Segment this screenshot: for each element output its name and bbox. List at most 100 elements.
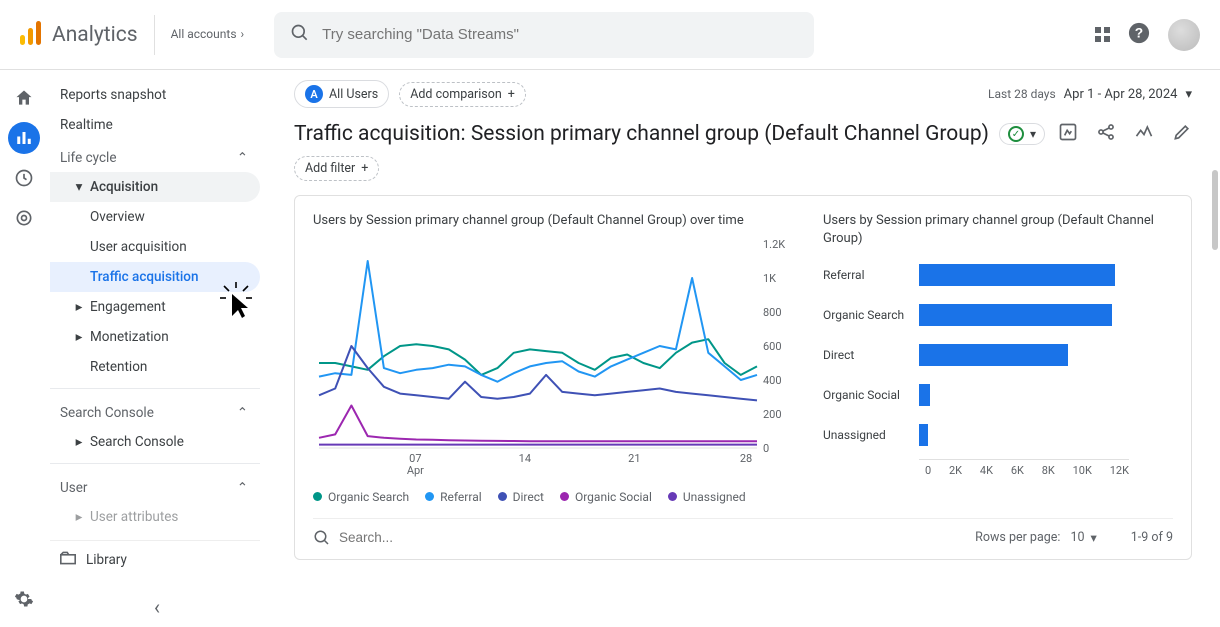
legend-item[interactable]: Referral <box>425 490 482 504</box>
insights-icon[interactable] <box>1134 122 1154 146</box>
audience-badge: A <box>305 85 323 103</box>
date-range-picker[interactable]: Last 28 days Apr 1 - Apr 28, 2024 ▾ <box>988 87 1192 102</box>
nav-monetization[interactable]: ▸Monetization <box>50 322 260 352</box>
product-logo[interactable]: Analytics <box>20 15 155 55</box>
share-icon[interactable] <box>1096 122 1116 146</box>
nav-reports-snapshot[interactable]: Reports snapshot <box>50 80 260 110</box>
line-chart: 02004006008001K1.2K07Apr142128 <box>313 238 793 478</box>
product-name: Analytics <box>52 23 138 47</box>
bar-track <box>919 304 1173 326</box>
svg-text:1K: 1K <box>763 272 776 285</box>
legend-dot <box>313 492 322 501</box>
nav-section-lifecycle[interactable]: Life cycle ⌃ <box>50 140 260 172</box>
svg-text:800: 800 <box>763 306 782 319</box>
title-row: Traffic acquisition: Session primary cha… <box>294 122 1192 146</box>
rail-reports[interactable] <box>8 122 40 154</box>
chevron-up-icon: ⌃ <box>237 405 248 421</box>
nav-user-acquisition[interactable]: User acquisition <box>50 232 260 262</box>
divider <box>50 388 260 389</box>
nav-overview[interactable]: Overview <box>50 202 260 232</box>
caret-right-icon: ▸ <box>72 299 86 315</box>
nav-collapse[interactable]: ‹ <box>154 595 160 619</box>
table-search[interactable] <box>313 529 965 547</box>
bar-fill <box>919 264 1115 286</box>
chevron-down-icon: ▾ <box>1091 530 1097 546</box>
search-icon <box>290 23 310 47</box>
bar-row: Unassigned <box>823 415 1173 455</box>
legend-item[interactable]: Organic Social <box>560 490 652 504</box>
chevron-up-icon: ⌃ <box>237 150 248 166</box>
bar-chart-title: Users by Session primary channel group (… <box>823 212 1173 247</box>
bar-label: Organic Search <box>823 308 913 322</box>
nav-engagement[interactable]: ▸Engagement <box>50 292 260 322</box>
legend-item[interactable]: Organic Search <box>313 490 409 504</box>
rail-advertising[interactable] <box>8 202 40 234</box>
analytics-logo-icon <box>20 21 42 49</box>
bar-fill <box>919 424 928 446</box>
nav-user-attributes[interactable]: ▸User attributes <box>50 502 260 532</box>
plus-icon: + <box>508 87 515 102</box>
line-chart-title: Users by Session primary channel group (… <box>313 212 793 230</box>
table-search-input[interactable] <box>339 530 539 545</box>
comparison-row: A All Users Add comparison + Last 28 day… <box>294 80 1192 108</box>
bar-row: Referral <box>823 255 1173 295</box>
header-actions: ? <box>1095 19 1200 51</box>
nav-acquisition[interactable]: ▾ Acquisition <box>50 172 260 202</box>
search-input[interactable] <box>322 26 798 43</box>
customize-icon[interactable] <box>1058 122 1078 146</box>
legend-item[interactable]: Unassigned <box>668 490 746 504</box>
svg-text:?: ? <box>1135 25 1143 40</box>
nav-library[interactable]: Library <box>50 540 260 579</box>
bar-row: Direct <box>823 335 1173 375</box>
apps-icon[interactable] <box>1095 27 1110 42</box>
app-header: Analytics All accounts › ? <box>0 0 1220 70</box>
bar-label: Referral <box>823 268 913 282</box>
legend-dot <box>498 492 507 501</box>
bar-label: Direct <box>823 348 913 362</box>
verified-pill[interactable]: ✓ ▾ <box>999 123 1045 145</box>
bar-track <box>919 384 1173 406</box>
caret-down-icon: ▾ <box>72 179 86 195</box>
bar-fill <box>919 344 1068 366</box>
account-selector[interactable]: All accounts › <box>171 27 245 43</box>
title-actions <box>1058 122 1192 146</box>
bar-label: Unassigned <box>823 428 913 442</box>
nav-retention[interactable]: Retention <box>50 352 260 382</box>
nav-traffic-acquisition[interactable]: Traffic acquisition <box>50 262 260 292</box>
bar-chart: Referral Organic Search Direct Organic Soci… <box>823 255 1173 477</box>
rail-settings[interactable] <box>8 583 40 615</box>
nav-realtime[interactable]: Realtime <box>50 110 260 140</box>
table-toolbar: Rows per page: 10 ▾ 1-9 of 9 <box>313 518 1173 547</box>
chip-add-comparison[interactable]: Add comparison + <box>399 82 526 107</box>
charts-card: Users by Session primary channel group (… <box>294 195 1192 560</box>
divider <box>50 463 260 464</box>
chevron-up-icon: ⌃ <box>237 480 248 496</box>
svg-text:0: 0 <box>763 442 769 455</box>
legend: Organic Search Referral Direct Organic Soci… <box>313 490 793 504</box>
rpp-select[interactable]: 10 ▾ <box>1070 530 1096 546</box>
page-title: Traffic acquisition: Session primary cha… <box>294 122 989 146</box>
bar-track <box>919 264 1173 286</box>
line-chart-panel: Users by Session primary channel group (… <box>313 212 793 504</box>
rail-home[interactable] <box>8 82 40 114</box>
icon-rail <box>0 70 48 627</box>
nav-section-user[interactable]: User ⌃ <box>50 470 260 502</box>
scrollbar[interactable] <box>1212 170 1218 250</box>
caret-right-icon: ▸ <box>72 434 86 450</box>
chevron-down-icon: ▾ <box>1030 127 1036 141</box>
caret-right-icon: ▸ <box>72 329 86 345</box>
avatar[interactable] <box>1168 19 1200 51</box>
nav-search-console[interactable]: ▸Search Console <box>50 427 260 457</box>
chip-all-users[interactable]: A All Users <box>294 80 389 108</box>
search-bar[interactable] <box>274 12 814 58</box>
chip-add-filter[interactable]: Add filter + <box>294 156 379 181</box>
bar-row: Organic Search <box>823 295 1173 335</box>
rail-explore[interactable] <box>8 162 40 194</box>
edit-icon[interactable] <box>1172 122 1192 146</box>
nav-section-searchconsole[interactable]: Search Console ⌃ <box>50 395 260 427</box>
svg-text:400: 400 <box>763 374 782 387</box>
bar-track <box>919 344 1173 366</box>
legend-item[interactable]: Direct <box>498 490 544 504</box>
bar-row: Organic Social <box>823 375 1173 415</box>
help-icon[interactable]: ? <box>1128 22 1150 48</box>
